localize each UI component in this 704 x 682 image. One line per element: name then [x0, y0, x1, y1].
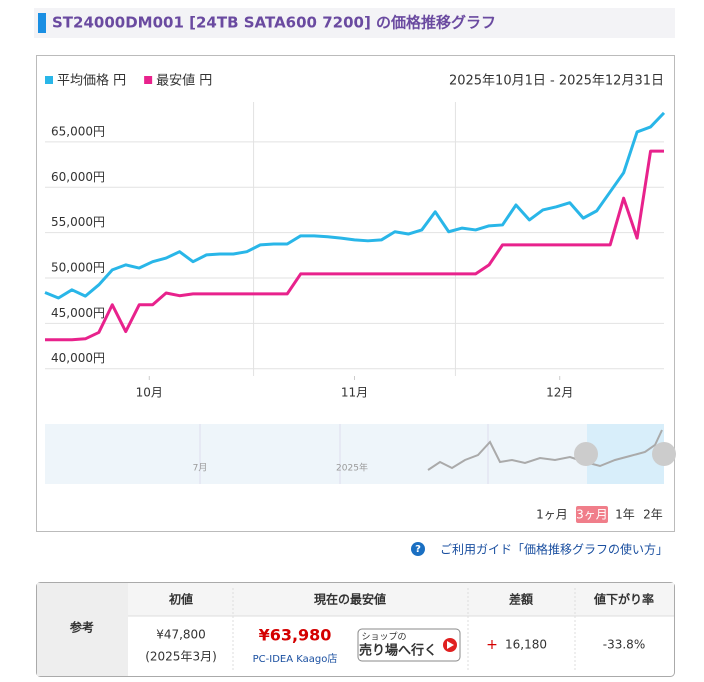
range-button[interactable]: [614, 506, 636, 523]
col-header: 値下がり率: [593, 592, 654, 607]
legend-label: 最安値 円: [156, 73, 212, 89]
col-header: 現在の最安値: [314, 592, 386, 607]
y-tick-label: 45,000円: [51, 306, 105, 320]
guide-link[interactable]: ご利用ガイド「価格推移グラフの使い方」: [440, 542, 668, 557]
navigator-handle[interactable]: [652, 442, 676, 466]
info-table: 参考 初値 現在の最安値 差額 値下がり率 ¥47,800 (2025年3月) …: [36, 582, 675, 677]
x-tick-label: 10月: [136, 386, 163, 400]
navigator: 7月 2025年: [45, 424, 676, 484]
y-tick-label: 40,000円: [51, 351, 105, 365]
series-line: [45, 149, 664, 342]
y-tick-label: 65,000円: [51, 124, 105, 138]
legend-swatch: [45, 76, 53, 84]
legend-swatch: [144, 76, 153, 84]
difference-sign: +: [486, 637, 498, 653]
y-tick-label: 55,000円: [51, 215, 105, 229]
help-icon[interactable]: [411, 542, 425, 556]
navigator-bg: [45, 424, 664, 484]
difference: 16,180: [505, 638, 547, 652]
first-date: (2025年3月): [145, 650, 217, 664]
lowest-price: ¥63,980: [259, 626, 332, 645]
legend-label: 平均価格 円: [57, 73, 126, 89]
shop-button-arrow: [447, 641, 454, 649]
range-button-label[interactable]: 1ヶ月: [536, 508, 568, 522]
navigator-window: [587, 424, 664, 484]
date-range: 2025年10月1日 - 2025年12月31日: [449, 74, 664, 89]
col-header: 初値: [168, 592, 193, 607]
row-header: 参考: [69, 620, 94, 635]
title-bar: [34, 8, 675, 38]
help-icon-mark: ?: [415, 544, 421, 555]
shop-button-text: 売り場へ行く: [359, 643, 437, 659]
range-button-label[interactable]: 2年: [643, 508, 663, 522]
title-marker: [38, 13, 46, 33]
navigator-label: 7月: [193, 463, 208, 474]
x-tick-label: 11月: [341, 386, 368, 400]
shop-button[interactable]: ショップの 売り場へ行く: [357, 628, 461, 662]
navigator-handle[interactable]: [574, 442, 598, 466]
first-price: ¥47,800: [156, 628, 206, 642]
shop-button-bg[interactable]: [357, 628, 461, 662]
plot: 40,000円 45,000円 50,000円 55,000円 60,000円 65,00…: [44, 102, 666, 400]
range-button-label[interactable]: 1年: [615, 508, 635, 522]
range-button[interactable]: [576, 506, 608, 523]
y-tick-label: 60,000円: [51, 170, 105, 184]
range-button-label[interactable]: 3ヶ月: [576, 508, 608, 522]
y-tick-label: 50,000円: [51, 261, 105, 275]
row-header-bg: [37, 583, 128, 676]
drop-rate: -33.8%: [603, 638, 645, 652]
navigator-line: [427, 429, 663, 471]
range-button[interactable]: [642, 506, 664, 523]
shop-button-text: ショップの: [361, 632, 406, 643]
navigator-label: 2025年: [336, 462, 368, 474]
title: ST24000DM001 [24TB SATA600 7200] の価格推移グラ…: [52, 14, 496, 32]
x-tick-label: 12月: [546, 386, 573, 400]
shop-name[interactable]: PC-IDEA Kaago店: [253, 653, 338, 665]
col-header: 差額: [509, 592, 534, 607]
header-row-bg: [128, 583, 674, 616]
series-line: [44, 111, 666, 300]
range-button[interactable]: [536, 506, 568, 523]
